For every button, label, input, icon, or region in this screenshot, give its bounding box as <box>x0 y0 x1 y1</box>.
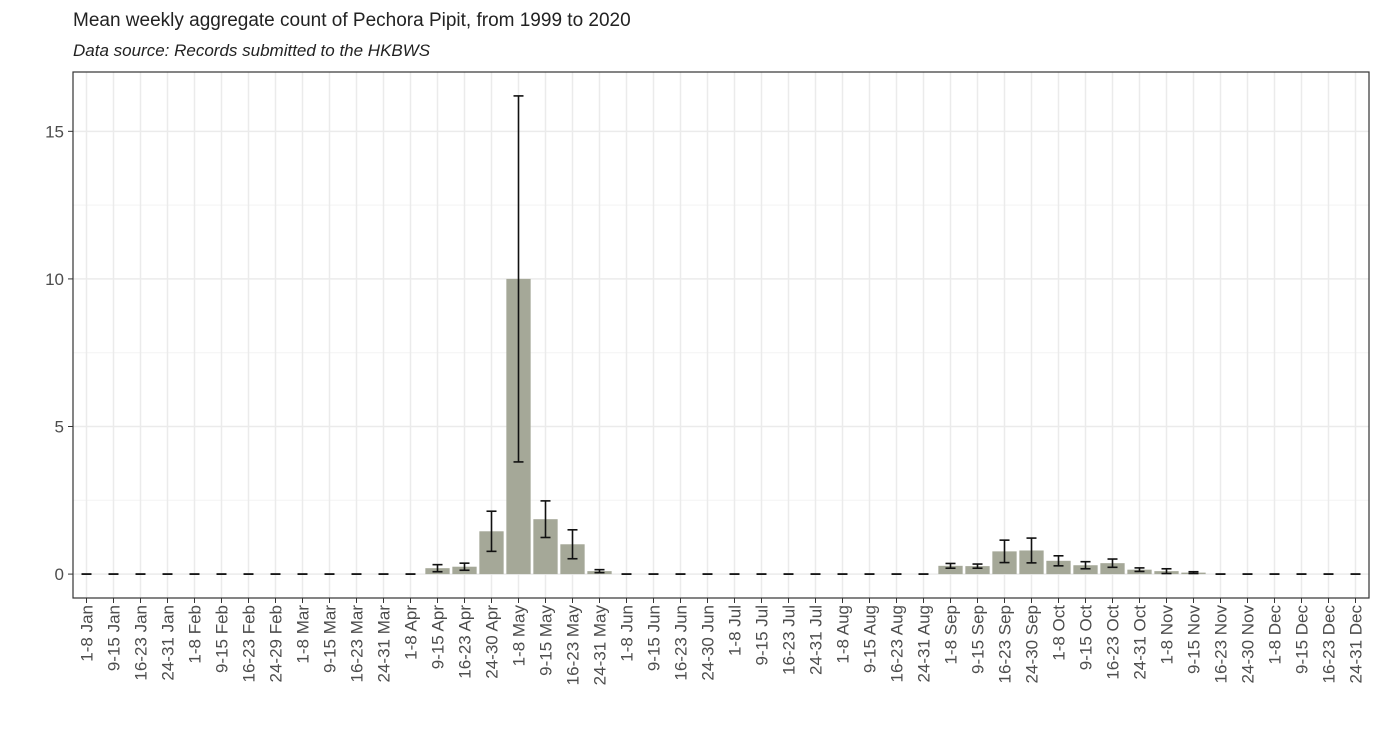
x-tick-label: 1-8 Jan <box>78 605 97 662</box>
x-tick-label: 24-30 Nov <box>1239 605 1258 684</box>
x-tick-label: 1-8 Apr <box>402 605 421 660</box>
error-bar <box>432 563 443 573</box>
x-tick-label: 16-23 Oct <box>1104 605 1123 680</box>
x-tick-label: 1-8 Jun <box>618 605 637 662</box>
x-tick-label: 16-23 Apr <box>456 605 475 679</box>
x-tick-label: 16-23 Jan <box>132 605 151 681</box>
plot-background <box>73 72 1369 598</box>
bar <box>938 565 963 575</box>
y-tick-label: 15 <box>45 122 64 141</box>
error-bar <box>1134 567 1145 573</box>
x-tick-label: 9-15 Sep <box>969 605 988 674</box>
x-tick-label: 24-31 Oct <box>1131 605 1150 680</box>
bar <box>1046 560 1071 575</box>
x-tick-label: 9-15 Jun <box>645 605 664 671</box>
x-tick-label: 9-15 Jan <box>105 605 124 671</box>
error-bar <box>972 563 983 569</box>
x-tick-label: 9-15 Jul <box>753 605 772 665</box>
x-tick-label: 16-23 Aug <box>888 605 907 683</box>
x-tick-label: 24-31 Jul <box>807 605 826 675</box>
y-tick-label: 5 <box>55 418 64 437</box>
x-tick-label: 16-23 May <box>564 605 583 686</box>
x-tick-label: 9-15 Aug <box>861 605 880 673</box>
x-tick-label: 24-30 Jun <box>699 605 718 681</box>
error-bar <box>567 529 578 560</box>
error-bar <box>1080 560 1091 570</box>
x-tick-label: 9-15 Feb <box>213 605 232 673</box>
bar <box>965 566 990 575</box>
bar <box>1073 565 1098 575</box>
x-tick-label: 16-23 Jun <box>672 605 691 681</box>
x-tick-label: 9-15 Apr <box>429 605 448 670</box>
error-bar <box>594 568 605 574</box>
x-tick-label: 1-8 Mar <box>294 605 313 664</box>
x-tick-label: 9-15 May <box>537 605 556 676</box>
x-tick-label: 1-8 Nov <box>1158 605 1177 665</box>
x-tick-label: 1-8 Aug <box>834 605 853 664</box>
x-tick-label: 9-15 Mar <box>321 605 340 673</box>
x-tick-label: 1-8 Oct <box>1050 605 1069 661</box>
error-bar <box>459 562 470 572</box>
error-bar <box>540 500 551 539</box>
x-tick-label: 24-31 Jan <box>159 605 178 681</box>
error-bar <box>1053 554 1064 567</box>
x-tick-label: 24-29 Feb <box>267 605 286 683</box>
error-bar <box>1107 558 1118 569</box>
x-tick-label: 24-31 Mar <box>375 605 394 683</box>
error-bar <box>1161 567 1172 575</box>
x-tick-label: 16-23 Jul <box>780 605 799 675</box>
x-tick-label: 16-23 Nov <box>1212 605 1231 684</box>
x-tick-label: 1-8 Jul <box>726 605 745 656</box>
chart-subtitle: Data source: Records submitted to the HK… <box>73 41 431 60</box>
x-tick-label: 16-23 Sep <box>996 605 1015 683</box>
x-tick-label: 24-31 Aug <box>915 605 934 683</box>
x-tick-label: 1-8 Feb <box>186 605 205 664</box>
x-tick-label: 24-30 Apr <box>483 605 502 679</box>
error-bar <box>945 562 956 569</box>
y-tick-label: 10 <box>45 270 64 289</box>
x-tick-label: 16-23 Dec <box>1320 605 1339 684</box>
x-tick-label: 24-31 Dec <box>1347 605 1366 684</box>
error-bar <box>486 510 497 553</box>
x-tick-label: 9-15 Dec <box>1293 605 1312 674</box>
x-tick-label: 1-8 Dec <box>1266 605 1285 665</box>
x-tick-label: 9-15 Oct <box>1077 605 1096 670</box>
error-bar <box>513 95 524 463</box>
x-tick-label: 16-23 Mar <box>348 605 367 683</box>
bar <box>1100 563 1125 575</box>
chart-title: Mean weekly aggregate count of Pechora P… <box>73 10 631 31</box>
plot-border <box>72 71 1370 599</box>
error-bar <box>999 539 1010 564</box>
x-tick-label: 16-23 Feb <box>240 605 259 683</box>
error-bar <box>1188 570 1199 575</box>
x-tick-label: 9-15 Nov <box>1185 605 1204 674</box>
x-tick-label: 1-8 Sep <box>942 605 961 665</box>
y-tick-label: 0 <box>55 565 64 584</box>
x-tick-label: 24-30 Sep <box>1023 605 1042 683</box>
error-bar <box>1026 537 1037 564</box>
x-tick-label: 24-31 May <box>591 605 610 686</box>
x-tick-label: 1-8 May <box>510 605 529 667</box>
